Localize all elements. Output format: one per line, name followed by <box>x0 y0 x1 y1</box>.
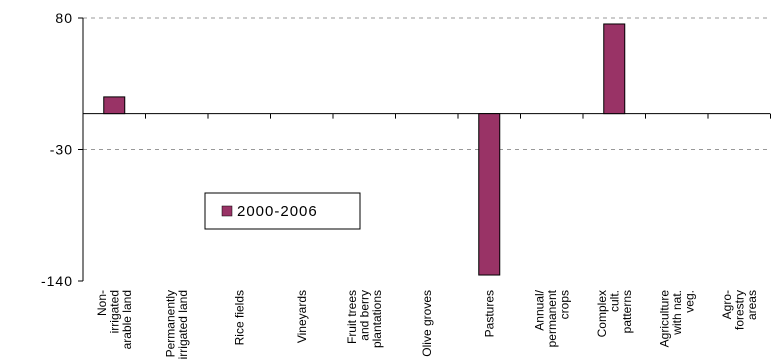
category-label-line: Rice fields <box>232 290 246 345</box>
bar-1 <box>478 113 501 276</box>
y-tick-labels: 80 -30 -140 <box>41 10 73 289</box>
bars <box>103 23 626 276</box>
gridlines <box>83 17 770 150</box>
category-label-line: irrigated land <box>176 290 190 359</box>
category-label-3: Vineyards <box>295 290 309 343</box>
category-label-line: Annual/ <box>532 289 546 330</box>
category-label-line: with nat. <box>670 290 684 336</box>
category-label-2: Rice fields <box>232 290 246 345</box>
category-label-line: Agriculture <box>657 290 671 348</box>
y-tick-label-1: -30 <box>50 142 73 158</box>
y-tick-label-0: 80 <box>55 10 73 26</box>
legend-swatch <box>221 205 233 217</box>
axes <box>78 17 771 282</box>
category-label-line: crops <box>557 290 571 319</box>
category-label-line: patterns <box>620 290 634 333</box>
category-label-line: and berry <box>357 290 371 341</box>
y-tick-label-2: -140 <box>41 273 73 289</box>
legend-label: 2000-2006 <box>237 203 318 220</box>
category-label-line: areas <box>745 290 759 320</box>
category-label-line: cult. <box>607 290 621 312</box>
category-label-line: Olive groves <box>420 290 434 357</box>
category-label-6: Pastures <box>482 290 496 337</box>
category-label-line: permanent <box>545 289 559 347</box>
category-label-5: Olive groves <box>420 290 434 357</box>
category-label-line: irrigated <box>107 290 121 333</box>
category-label-line: veg. <box>682 290 696 313</box>
legend: 2000-2006 <box>204 192 361 230</box>
category-label-line: Permanently <box>164 290 178 357</box>
category-label-line: arable land <box>120 290 134 349</box>
bar-0 <box>103 96 126 115</box>
category-label-line: Fruit trees <box>345 290 359 344</box>
category-label-line: Vineyards <box>295 290 309 343</box>
category-label-line: plantations <box>370 290 384 348</box>
category-label-line: Non- <box>95 290 109 316</box>
category-label-line: forestry <box>732 290 746 330</box>
category-label-line: Complex <box>595 290 609 337</box>
category-label-line: Agro- <box>720 290 734 319</box>
bar-2 <box>603 23 626 115</box>
category-label-line: Pastures <box>482 290 496 337</box>
